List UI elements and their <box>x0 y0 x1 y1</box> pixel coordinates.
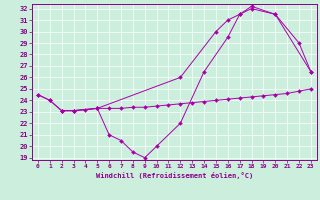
X-axis label: Windchill (Refroidissement éolien,°C): Windchill (Refroidissement éolien,°C) <box>96 172 253 179</box>
